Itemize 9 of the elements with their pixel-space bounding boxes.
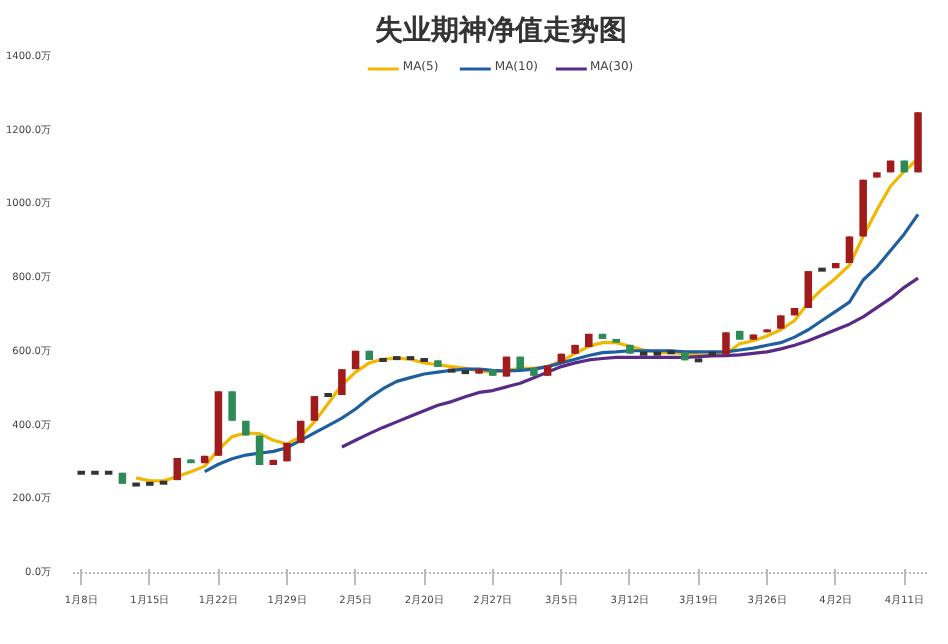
candlestick xyxy=(338,368,346,396)
line-series xyxy=(203,212,920,474)
chart-title: 失业期神净值走势图 xyxy=(375,13,627,47)
candlestick xyxy=(845,235,854,265)
candlestick xyxy=(804,270,813,309)
candlestick xyxy=(228,390,236,422)
line-series xyxy=(134,157,920,483)
line-series xyxy=(340,276,920,449)
candlestick xyxy=(310,395,319,422)
